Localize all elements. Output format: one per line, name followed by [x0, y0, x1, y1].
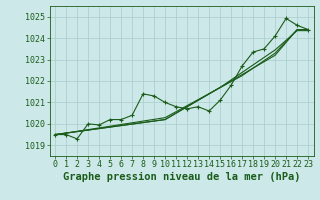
X-axis label: Graphe pression niveau de la mer (hPa): Graphe pression niveau de la mer (hPa)	[63, 172, 300, 182]
